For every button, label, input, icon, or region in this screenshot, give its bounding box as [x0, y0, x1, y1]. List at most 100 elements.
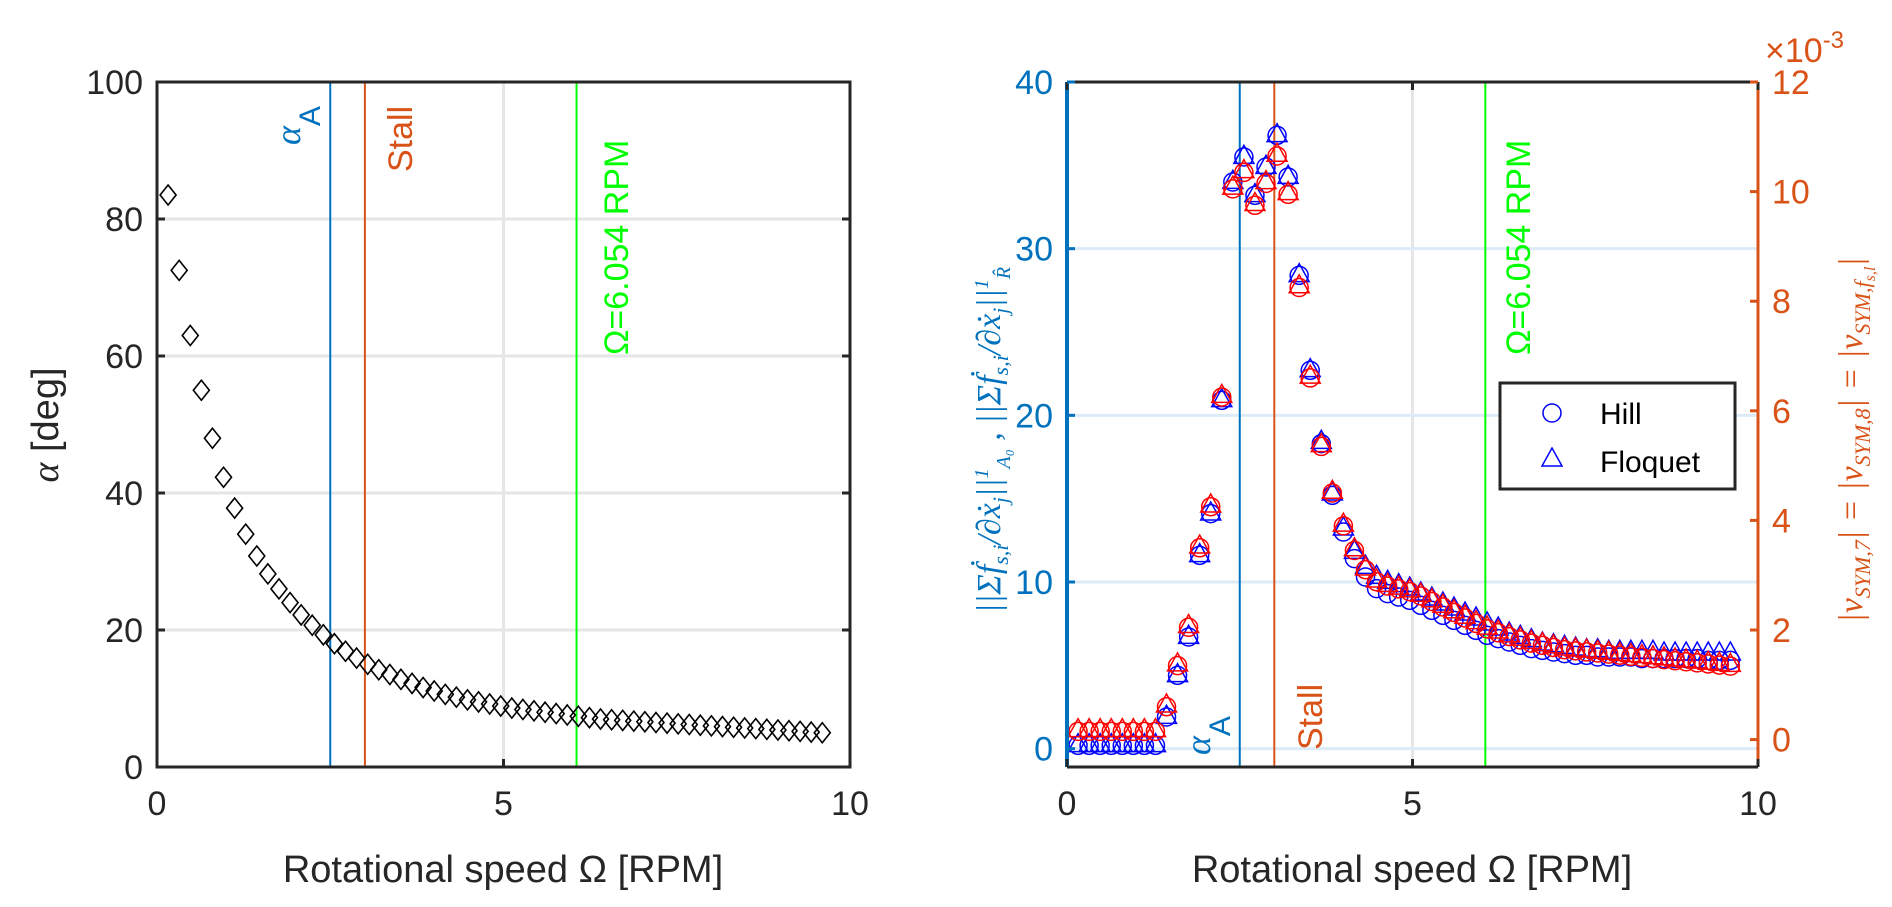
right-data-point-circle [1576, 642, 1597, 662]
right-data-point-triangle [1321, 478, 1344, 500]
left-y-axis-alpha: α [25, 462, 67, 483]
right-data-point-triangle [1475, 614, 1499, 635]
left-data-point [425, 679, 444, 703]
right-data-point-circle [1488, 622, 1508, 643]
right-data-point-triangle [1696, 640, 1720, 661]
right-ytick-left-label: 10 [1015, 564, 1053, 602]
right-data-point-triangle [1696, 649, 1720, 670]
left-ytick-label: 0 [124, 749, 143, 787]
left-points [159, 183, 832, 745]
right-data-point-triangle [1398, 577, 1422, 598]
right-data-point-triangle [1210, 382, 1234, 404]
left-data-point [569, 705, 588, 728]
right-data-point-triangle [1553, 635, 1576, 656]
right-ytick-right-label: 4 [1772, 502, 1791, 540]
right-data-point-triangle [1608, 640, 1632, 662]
left-xtick-label: 10 [831, 785, 869, 823]
right-xtick-label: 0 [1058, 785, 1077, 823]
right-data-point-circle [1245, 185, 1265, 206]
left-data-point [236, 522, 255, 546]
right-ytick-left-label: 30 [1015, 231, 1053, 269]
right-data-point-triangle [1685, 640, 1709, 661]
right-data-point-triangle [1619, 642, 1643, 663]
right-data-point-circle [1698, 654, 1718, 674]
right-data-point-circle [1112, 721, 1133, 742]
right-data-point-triangle [1431, 592, 1455, 613]
right-data-point-triangle [1365, 567, 1388, 588]
left-axes [155, 80, 852, 769]
right-data-point-triangle [1310, 432, 1333, 453]
right-data-point-triangle [1354, 553, 1377, 575]
ylabel-left-sup3b: 1 [971, 279, 993, 289]
right-data-point-triangle [1188, 533, 1211, 554]
right-data-point-circle [1178, 627, 1199, 647]
right-data-point-circle [1134, 721, 1155, 742]
right-xtick-label: 5 [1403, 785, 1422, 823]
right-data-point-triangle [1287, 273, 1311, 294]
left-ytick-label: 100 [86, 64, 143, 102]
right-ytick-right-label: 8 [1772, 283, 1791, 321]
right-data-point-triangle [1088, 717, 1112, 738]
left-data-point [214, 465, 233, 489]
left-grid [157, 82, 850, 767]
left-data-point [269, 577, 288, 601]
ylabel-left-sub1b: s,i [988, 355, 1013, 375]
right-data-point-triangle [1133, 732, 1156, 753]
left-data-point [292, 603, 311, 627]
right-ytick-right-label: 12 [1772, 64, 1810, 102]
exponent-power: -3 [1823, 27, 1844, 54]
right-data-point-circle [1399, 581, 1420, 602]
right-data-point-circle [1632, 647, 1652, 668]
ylabel-left-part3: || [971, 478, 1008, 497]
right-tick-labels: 0 5 10 0 10 20 30 40 0 2 4 6 8 10 12 [1015, 64, 1810, 823]
right-data-point-circle [1079, 721, 1099, 742]
right-data-point-circle [1654, 649, 1674, 670]
right-data-point-triangle [1243, 191, 1267, 212]
left-data-point [580, 706, 599, 729]
right-data-point-triangle [1719, 651, 1742, 673]
right-data-point-circle [1355, 567, 1376, 587]
right-data-point-triangle [1376, 571, 1399, 593]
right-data-point-triangle [1641, 638, 1665, 660]
left-data-point [336, 639, 355, 663]
right-data-point-triangle [1298, 357, 1322, 378]
right-data-point-triangle [1332, 511, 1355, 532]
right-data-point-triangle [1298, 363, 1322, 384]
right-data-point-triangle [1343, 538, 1366, 560]
left-vline-label-omega: Ω=6.054 RPM [598, 140, 636, 355]
left-data-point [447, 685, 466, 709]
left-data-point [380, 663, 399, 686]
right-right-y-axis-label: |vSYM,7| = |vSYM,8| = |vSYM,fs,l| [1833, 257, 1879, 622]
right-data-point-circle [1377, 576, 1398, 596]
right-data-point-circle [1289, 277, 1309, 298]
right-ytick-right-label: 6 [1772, 393, 1791, 431]
left-data-point [458, 688, 477, 712]
right-data-point-triangle [1122, 717, 1145, 738]
right-data-point-circle [1333, 516, 1354, 536]
right-data-point-circle [1565, 641, 1586, 661]
alpha-subscript: A [294, 106, 327, 126]
ylabel-right-sub3b: s,l [1862, 266, 1879, 281]
right-data-point-circle [1665, 650, 1685, 671]
right-data-point-triangle [1221, 174, 1245, 195]
right-data-point-circle [1278, 184, 1298, 205]
right-data-point-triangle [1343, 536, 1366, 557]
right-ytick-right-label: 10 [1772, 174, 1810, 212]
left-data-point [524, 699, 544, 723]
ylabel-left-part2b: /∂ẋ [971, 314, 1008, 357]
right-data-point-triangle [1674, 647, 1698, 668]
right-axis-exponent: ×10-3 [1765, 27, 1844, 70]
right-data-point-circle [1344, 540, 1365, 561]
right-data-point-triangle [1641, 644, 1665, 665]
legend-hill-marker [1542, 403, 1562, 423]
right-ytick-left-label: 40 [1015, 64, 1053, 102]
right-data-point-triangle [1276, 163, 1300, 185]
left-xtick-label: 0 [148, 785, 167, 823]
right-data-point-triangle [1497, 622, 1521, 643]
left-ytick-label: 80 [105, 201, 143, 239]
right-data-point-triangle [1243, 182, 1267, 203]
alpha-symbol: α [268, 125, 308, 145]
right-data-point-triangle [1133, 717, 1156, 738]
left-data-point [347, 646, 366, 670]
right-data-point-triangle [1387, 574, 1410, 595]
